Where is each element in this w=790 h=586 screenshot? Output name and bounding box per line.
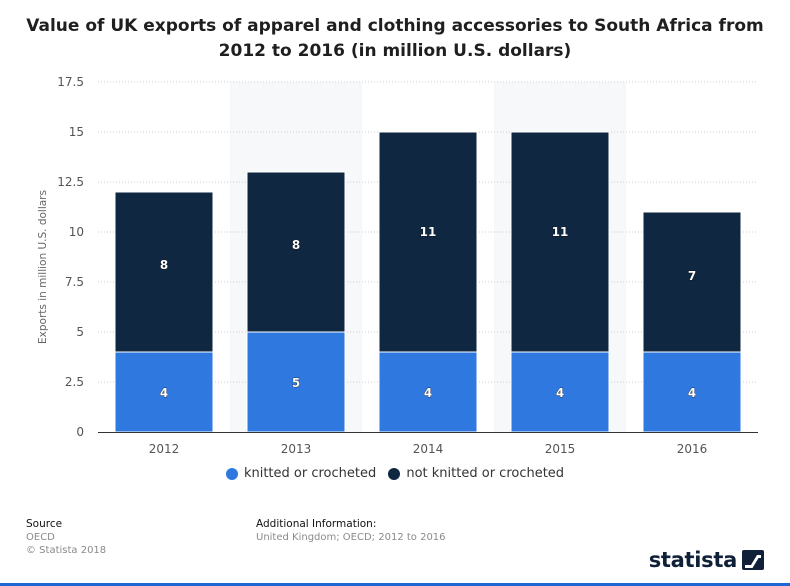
bar-knitted-2013[interactable] <box>246 331 346 433</box>
x-tick-label-2016: 2016 <box>677 442 708 456</box>
x-tick-label-2013: 2013 <box>281 442 312 456</box>
bar-knitted-2016[interactable] <box>642 351 742 433</box>
x-tick-label-2012: 2012 <box>149 442 180 456</box>
data-label-knitted-2016: 4 <box>688 386 696 400</box>
legend-label-knitted: knitted or crocheted <box>243 466 377 481</box>
bar-knitted-2015[interactable] <box>510 351 610 433</box>
bar-not-knitted-2012[interactable] <box>114 191 214 353</box>
y-tick-label: 10 <box>69 225 84 239</box>
data-label-knitted-2012: 4 <box>160 386 168 400</box>
chart-legend: knitted or crocheted not knitted or croc… <box>0 466 790 484</box>
data-label-not-knitted-2015: 11 <box>552 225 569 239</box>
y-tick-label: 17.5 <box>57 75 84 89</box>
bar-not-knitted-2014[interactable] <box>378 131 478 353</box>
data-label-not-knitted-2014: 11 <box>420 225 437 239</box>
legend-label-not-knitted: not knitted or crocheted <box>406 466 565 481</box>
data-label-knitted-2014: 4 <box>424 386 432 400</box>
y-tick-label: 0 <box>76 425 84 439</box>
y-axis-label: Exports in million U.S. dollars <box>37 190 49 344</box>
bar-not-knitted-2016[interactable] <box>642 211 742 353</box>
y-tick-label: 5 <box>76 325 84 339</box>
data-label-not-knitted-2013: 8 <box>292 238 300 252</box>
data-label-not-knitted-2016: 7 <box>688 269 696 283</box>
source-block: Source OECD © Statista 2018 <box>26 518 106 557</box>
bar-not-knitted-2015[interactable] <box>510 131 610 353</box>
legend-item-not-knitted[interactable]: not knitted or crocheted <box>388 466 564 481</box>
bottom-accent-bar <box>0 583 790 586</box>
brand-name: statista <box>648 548 738 572</box>
bar-knitted-2014[interactable] <box>378 351 478 433</box>
source-value[interactable]: OECD <box>26 532 55 543</box>
chart-title-line-1: Value of UK exports of apparel and cloth… <box>26 16 764 36</box>
source-label: Source <box>26 518 63 530</box>
legend-item-knitted[interactable]: knitted or crocheted <box>225 466 377 481</box>
data-label-not-knitted-2012: 8 <box>160 258 168 272</box>
chart-title: Value of UK exports of apparel and cloth… <box>0 14 790 64</box>
additional-info-label: Additional Information: <box>256 518 377 530</box>
copyright-text: © Statista 2018 <box>26 545 107 556</box>
legend-swatch-not-knitted <box>388 467 401 480</box>
legend-swatch-knitted <box>225 467 238 480</box>
additional-info-value: United Kingdom; OECD; 2012 to 2016 <box>256 532 446 543</box>
statista-logo[interactable]: statista <box>649 548 764 572</box>
data-label-knitted-2015: 4 <box>556 386 564 400</box>
x-tick-label-2014: 2014 <box>413 442 444 456</box>
bar-not-knitted-2013[interactable] <box>246 171 346 333</box>
x-tick-label-2015: 2015 <box>545 442 576 456</box>
y-tick-label: 15 <box>69 125 84 139</box>
y-tick-label: 7.5 <box>65 275 84 289</box>
y-tick-label: 2.5 <box>65 375 84 389</box>
statista-logo-icon <box>742 550 764 570</box>
additional-info-block: Additional Information: United Kingdom; … <box>256 518 446 544</box>
data-label-knitted-2013: 5 <box>292 376 300 390</box>
chart-title-line-2: 2012 to 2016 (in million U.S. dollars) <box>218 41 572 61</box>
y-tick-label: 12.5 <box>57 175 84 189</box>
